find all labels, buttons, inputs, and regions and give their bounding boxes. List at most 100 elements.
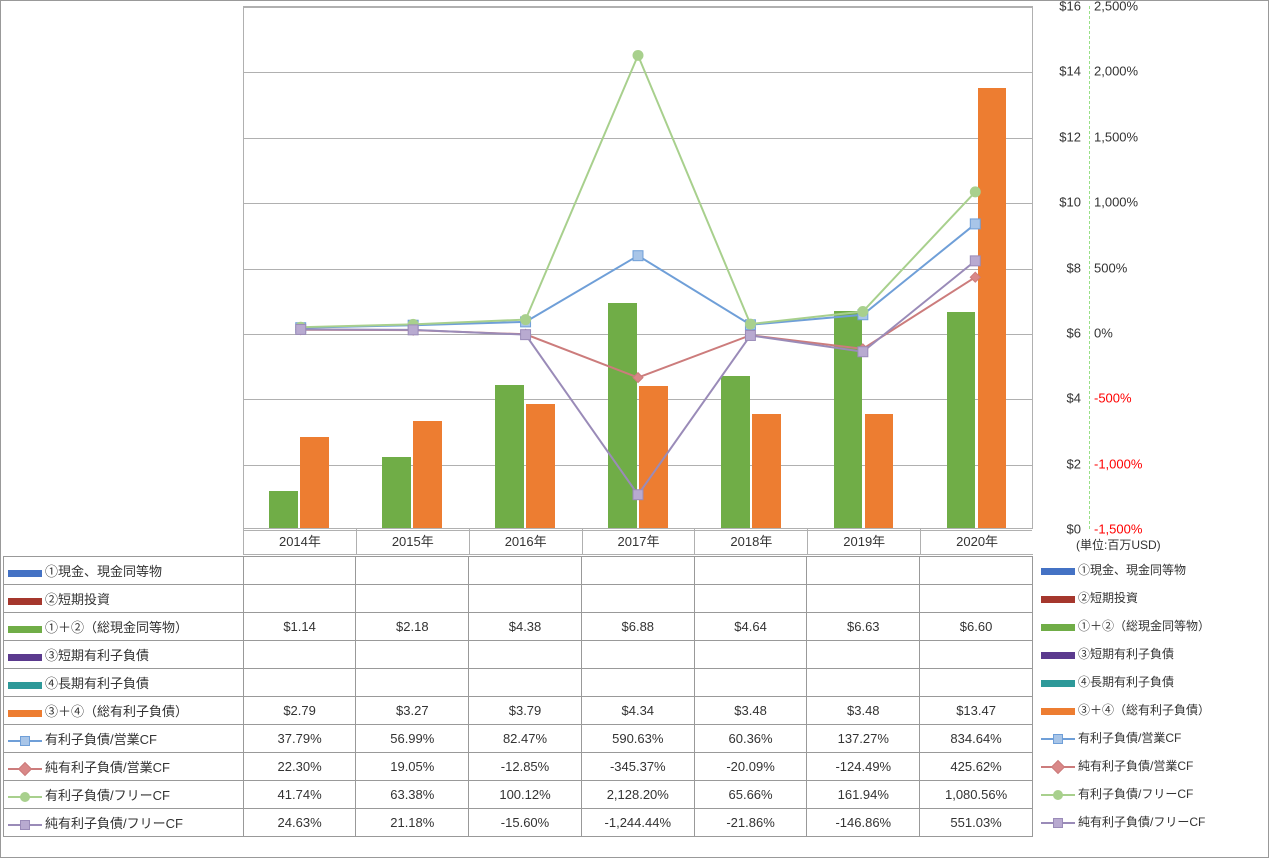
bar-s3 <box>947 312 976 528</box>
table-row: ①現金、現金同等物 <box>4 557 1033 585</box>
data-cell <box>356 641 469 669</box>
series-header-cell: ④長期有利子負債 <box>4 669 244 697</box>
bar-s6 <box>413 421 442 528</box>
data-cell: -345.37% <box>581 753 694 781</box>
series-label: 有利子負債/フリーCF <box>45 788 170 803</box>
data-cell: 425.62% <box>920 753 1033 781</box>
bar-s3 <box>382 457 411 528</box>
y1-tick-label: $14 <box>1046 64 1081 79</box>
series-header-cell: ③＋④（総有利子負債） <box>4 697 244 725</box>
x-axis-labels: 2014年2015年2016年2017年2018年2019年2020年 <box>243 529 1033 555</box>
marker-s7 <box>745 320 755 330</box>
bar-s6 <box>300 437 329 528</box>
legend-marker-s6 <box>1041 704 1075 718</box>
legend-marker-s7 <box>8 734 42 748</box>
legend-item: 有利子負債/フリーCF <box>1041 780 1266 808</box>
series-label: ①＋②（総現金同等物） <box>45 620 188 635</box>
series-label: 有利子負債/営業CF <box>45 732 157 747</box>
bar-s6 <box>978 88 1007 528</box>
legend-label: ④長期有利子負債 <box>1078 675 1174 689</box>
data-cell <box>243 585 356 613</box>
data-cell <box>581 669 694 697</box>
legend-label: 有利子負債/フリーCF <box>1078 787 1193 801</box>
line-series-layer <box>244 7 1032 528</box>
data-cell: 56.99% <box>356 725 469 753</box>
chart-container: $0$2$4$6$8$10$12$14$16 -1,500%-1,000%-50… <box>0 0 1269 858</box>
data-cell: $1.14 <box>243 613 356 641</box>
data-cell: 60.36% <box>694 725 807 753</box>
data-cell <box>920 557 1033 585</box>
bar-s3 <box>495 385 524 528</box>
table-row: ①＋②（総現金同等物）$1.14$2.18$4.38$6.88$4.64$6.6… <box>4 613 1033 641</box>
y1-tick-label: $0 <box>1046 522 1081 537</box>
legend-marker-s5 <box>8 678 42 692</box>
series-header-cell: 有利子負債/フリーCF <box>4 781 244 809</box>
gridline <box>244 138 1032 139</box>
data-cell <box>694 557 807 585</box>
table-row: 有利子負債/フリーCF41.74%63.38%100.12%2,128.20%6… <box>4 781 1033 809</box>
data-cell <box>694 585 807 613</box>
data-cell: $4.64 <box>694 613 807 641</box>
line-s7 <box>301 224 976 328</box>
legend-marker-s5 <box>1041 676 1075 690</box>
data-cell: 82.47% <box>469 725 582 753</box>
data-cell <box>243 641 356 669</box>
legend-marker-s8 <box>8 762 42 776</box>
data-cell: -15.60% <box>469 809 582 837</box>
legend-item: 純有利子負債/フリーCF <box>1041 808 1266 836</box>
data-cell <box>581 641 694 669</box>
gridline <box>244 72 1032 73</box>
y2-tick-label: -500% <box>1094 391 1164 406</box>
data-cell: 24.63% <box>243 809 356 837</box>
bar-s6 <box>865 414 894 528</box>
data-cell: $2.18 <box>356 613 469 641</box>
legend-marker-s10 <box>8 818 42 832</box>
series-header-cell: 有利子負債/営業CF <box>4 725 244 753</box>
data-cell <box>469 669 582 697</box>
data-cell <box>807 669 920 697</box>
data-cell <box>694 669 807 697</box>
y2-tick-label: 500% <box>1094 260 1164 275</box>
data-cell: $3.48 <box>807 697 920 725</box>
marker-s7 <box>633 251 643 261</box>
data-cell: $4.34 <box>581 697 694 725</box>
gridline <box>244 465 1032 466</box>
legend-marker-s2 <box>1041 592 1075 606</box>
series-header-cell: 純有利子負債/フリーCF <box>4 809 244 837</box>
marker-s9 <box>633 50 643 60</box>
legend-label: ②短期投資 <box>1078 591 1138 605</box>
data-cell <box>469 641 582 669</box>
data-cell <box>356 669 469 697</box>
bar-s3 <box>269 491 298 528</box>
unit-label: (単位:百万USD) <box>1076 536 1161 553</box>
legend-label: ①現金、現金同等物 <box>1078 563 1186 577</box>
data-cell: $6.63 <box>807 613 920 641</box>
legend: ①現金、現金同等物②短期投資①＋②（総現金同等物）③短期有利子負債④長期有利子負… <box>1041 556 1266 836</box>
x-tick-label: 2016年 <box>469 529 582 554</box>
y2-tick-label: -1,000% <box>1094 456 1164 471</box>
marker-s9 <box>408 319 418 329</box>
data-cell: $6.60 <box>920 613 1033 641</box>
legend-label: 純有利子負債/営業CF <box>1078 759 1193 773</box>
legend-label: 純有利子負債/フリーCF <box>1078 815 1205 829</box>
legend-item: ③短期有利子負債 <box>1041 640 1266 668</box>
data-cell <box>807 641 920 669</box>
series-label: ③短期有利子負債 <box>45 648 149 663</box>
data-cell <box>469 585 582 613</box>
legend-marker-s9 <box>1041 788 1075 802</box>
data-cell <box>581 585 694 613</box>
data-cell: 65.66% <box>694 781 807 809</box>
x-tick-label: 2019年 <box>807 529 920 554</box>
data-cell <box>243 669 356 697</box>
data-cell: $3.27 <box>356 697 469 725</box>
bar-s3 <box>608 303 637 528</box>
table-row: ③短期有利子負債 <box>4 641 1033 669</box>
legend-label: 有利子負債/営業CF <box>1078 731 1181 745</box>
bar-s3 <box>834 311 863 528</box>
data-cell: 137.27% <box>807 725 920 753</box>
marker-s7 <box>408 320 418 330</box>
data-cell: 100.12% <box>469 781 582 809</box>
data-cell: 551.03% <box>920 809 1033 837</box>
data-cell: $4.38 <box>469 613 582 641</box>
y2-tick-label: 1,500% <box>1094 129 1164 144</box>
